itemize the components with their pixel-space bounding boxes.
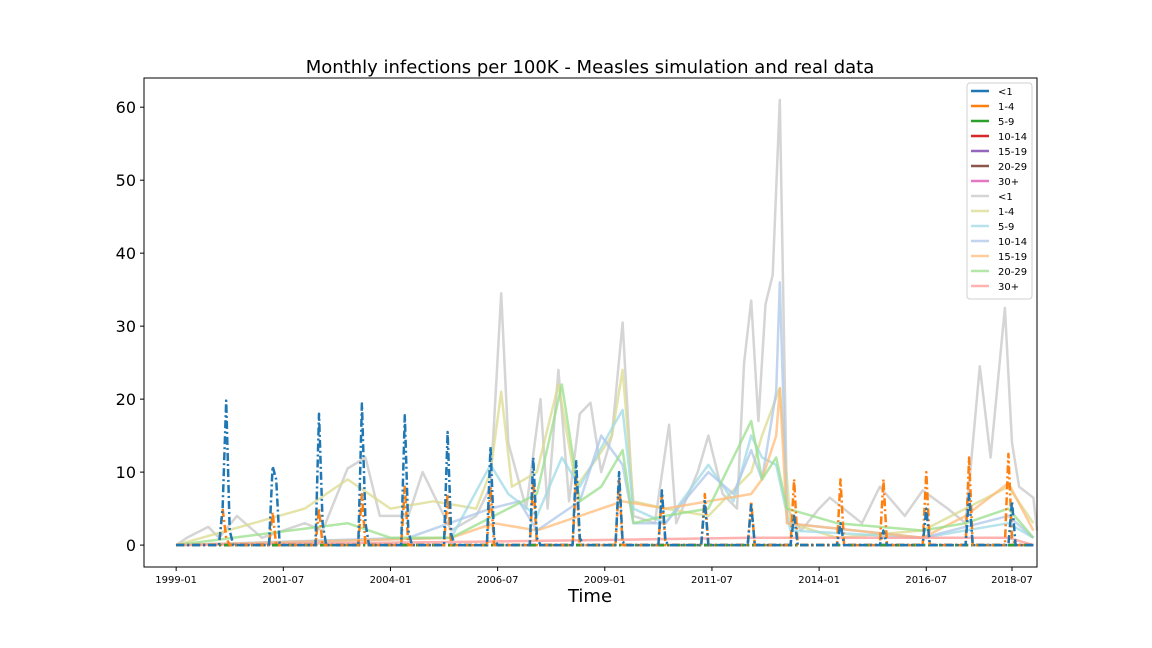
legend-label: 30+ <box>998 177 1019 188</box>
plot-frame <box>143 77 1038 568</box>
y-tick-label: 30 <box>116 317 136 336</box>
plot-area <box>175 98 1039 547</box>
simulation-series-line <box>176 399 1034 547</box>
legend-label: 15-19 <box>998 147 1027 158</box>
y-tick-label: 0 <box>126 536 136 555</box>
legend-label: 20-29 <box>998 162 1027 173</box>
real-series-line <box>175 383 1035 547</box>
y-tick-label: 40 <box>116 244 136 263</box>
x-tick-label: 2006-07 <box>477 575 519 586</box>
x-axis: 1999-01 2001-07 2004-01 2006-07 2009-01 2011-… <box>155 567 1033 586</box>
legend-label: 5-9 <box>998 222 1014 233</box>
chart-title: Monthly infections per 100K - Measles si… <box>306 57 875 78</box>
legend-label: 10-14 <box>998 132 1027 143</box>
real-series-line <box>175 368 1035 547</box>
legend-label: 15-19 <box>998 252 1027 263</box>
x-tick-label: 2011-07 <box>691 575 733 586</box>
legend-label: <1 <box>998 87 1013 98</box>
x-tick-label: 2016-07 <box>905 575 947 586</box>
y-axis: 0 10 20 30 40 50 60 <box>116 98 144 555</box>
legend-label: 20-29 <box>998 267 1027 278</box>
x-tick-label: 2009-01 <box>584 575 626 586</box>
y-tick-label: 60 <box>116 98 136 117</box>
legend-label: 30+ <box>998 282 1019 293</box>
x-tick-label: 2004-01 <box>370 575 412 586</box>
legend-label: 5-9 <box>998 117 1014 128</box>
legend: <1 1-4 5-9 10-14 15-19 20-29 30+ <1 1-4 5-9 10-14 1… <box>966 82 1033 300</box>
real-series-line <box>176 281 1035 547</box>
x-axis-label: Time <box>567 586 612 607</box>
x-tick-label: 2014-01 <box>798 575 840 586</box>
legend-label: 1-4 <box>998 207 1014 218</box>
real-series-line <box>176 536 1034 547</box>
legend-label: 10-14 <box>998 237 1027 248</box>
real-series-line <box>176 386 1035 547</box>
x-tick-label: 2001-07 <box>262 575 304 586</box>
x-tick-label: 2018-07 <box>991 575 1033 586</box>
y-tick-label: 50 <box>116 171 136 190</box>
real-series-line <box>176 408 1035 547</box>
legend-label: 1-4 <box>998 102 1014 113</box>
legend-label: <1 <box>998 192 1013 203</box>
y-tick-label: 20 <box>116 390 136 409</box>
x-tick-label: 1999-01 <box>155 575 197 586</box>
y-tick-label: 10 <box>116 463 136 482</box>
